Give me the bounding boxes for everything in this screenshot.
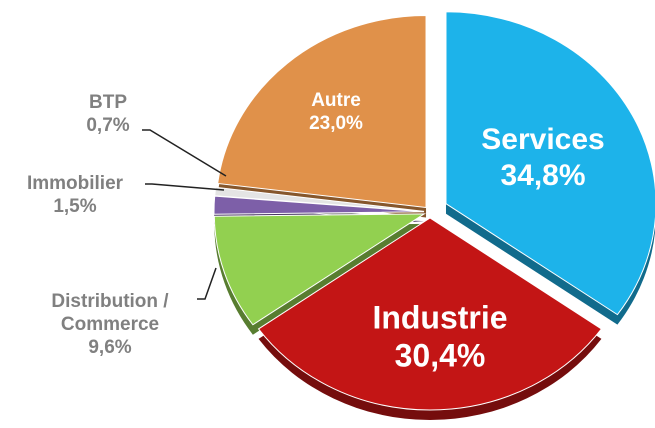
slice-label: Industrie 30,4% [372,299,507,376]
value-label: 9,6% [88,336,132,358]
category-label: Industrie [372,299,508,336]
slice [214,186,425,212]
category-label: BTP [89,92,127,114]
slice [217,14,427,209]
category-label: Immobilier [26,173,124,195]
category-label: Services [481,123,605,156]
value-label: 0,7% [86,115,130,136]
slice-label: Distribution / Commerce 9,6% [35,291,185,359]
slice-label: Services 34,8% [481,122,604,194]
value-label: 30,4% [394,338,486,374]
value-label: 34,8% [500,159,586,192]
leader-line [142,129,227,177]
value-label: 23,0% [309,113,363,134]
category-label: Distribution / Commerce [51,290,169,335]
leader-line [197,267,217,300]
slice [213,213,427,326]
leader-line [145,183,225,191]
value-label: 1,5% [53,196,97,217]
category-label: Autre [311,90,361,112]
slice [257,217,603,411]
leader-lines [142,129,227,300]
pie-slices [213,11,655,411]
slice-label: BTP 0,7% [86,92,129,138]
slice-label: Autre 23,0% [309,90,363,136]
slice [445,11,655,316]
slice-label: Immobilier 1,5% [27,173,123,219]
